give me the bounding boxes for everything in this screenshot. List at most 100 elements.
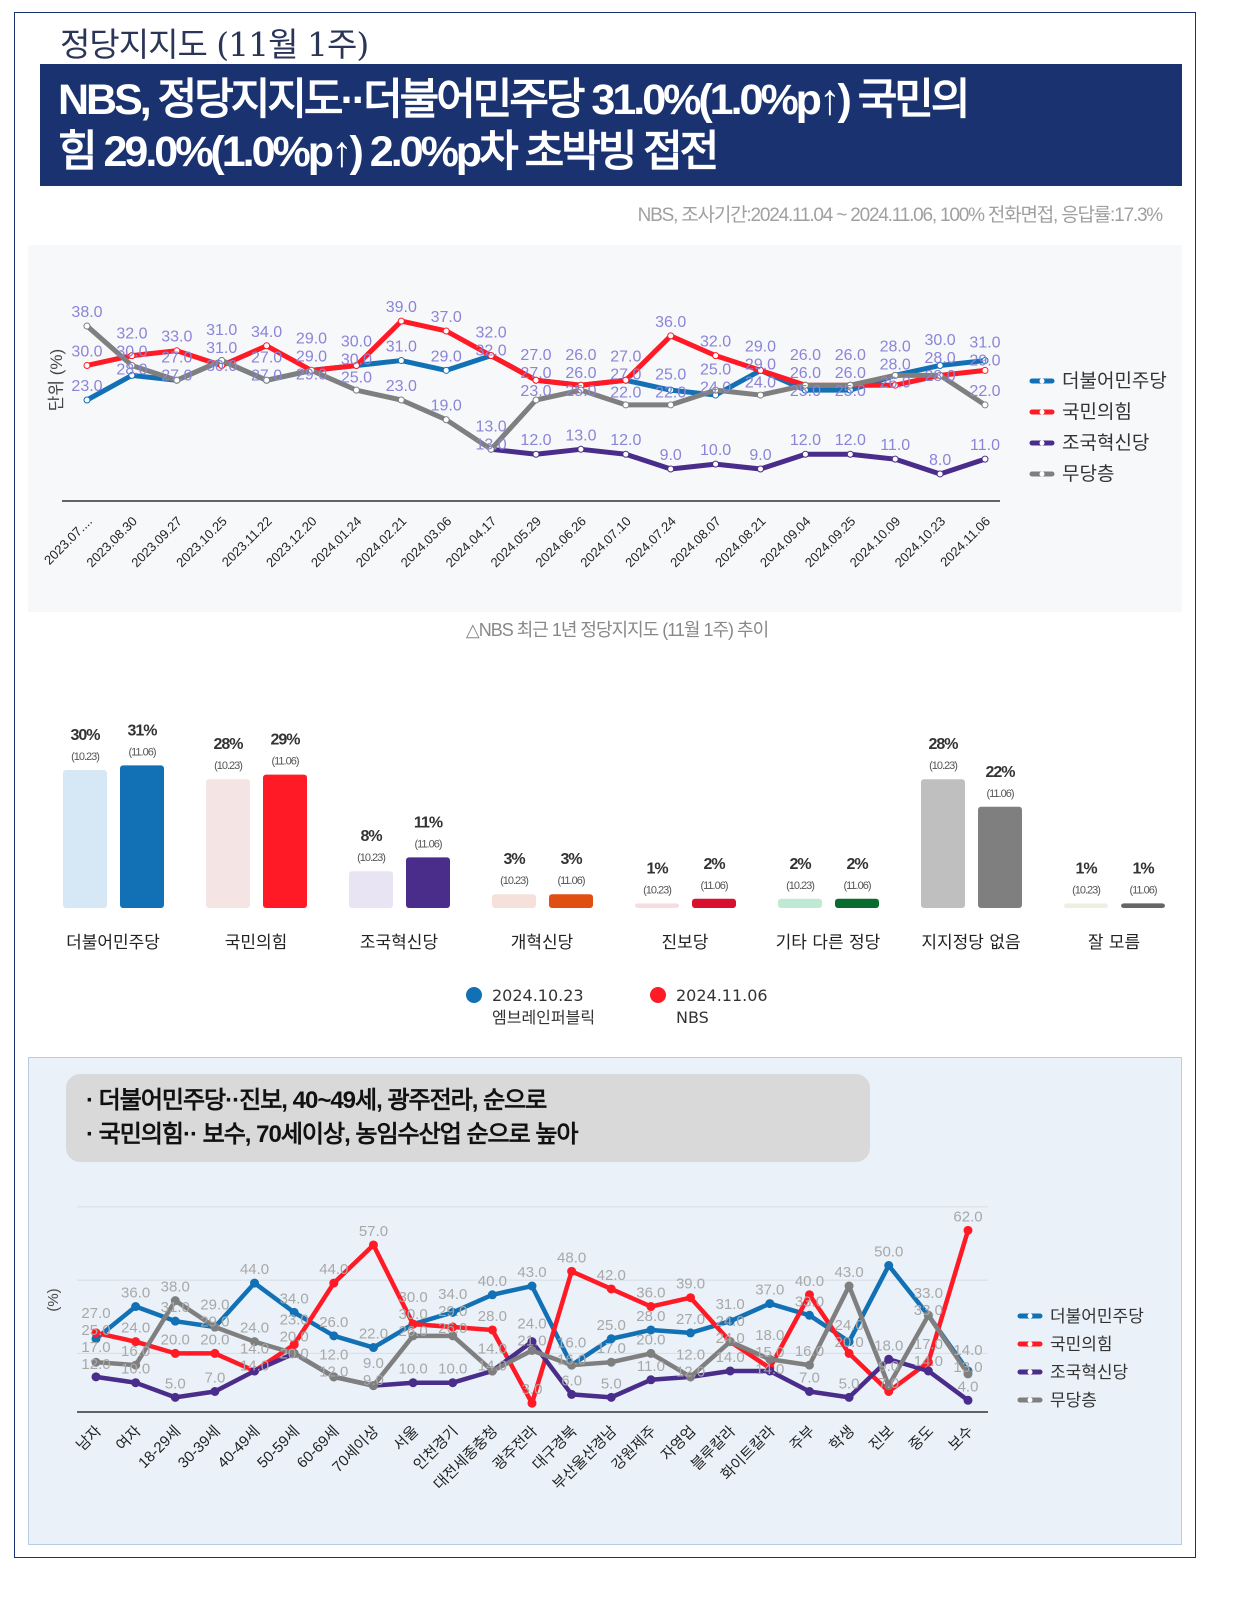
bar-legend-item-2: 2024.11.06 NBS xyxy=(650,985,768,1029)
data-point xyxy=(487,1290,497,1300)
data-point xyxy=(844,1337,854,1347)
data-point xyxy=(606,1357,616,1367)
data-label: 32.0 xyxy=(476,343,507,360)
data-point xyxy=(527,1281,537,1291)
legend-label: 국민의힘 xyxy=(1062,401,1132,423)
data-point xyxy=(606,1334,616,1344)
data-point xyxy=(91,1328,101,1338)
data-label: 13.0 xyxy=(476,418,507,435)
data-point xyxy=(667,401,675,409)
data-label: 33.0 xyxy=(914,1302,943,1319)
data-label: 26.0 xyxy=(790,365,821,382)
legend-marker-icon xyxy=(1039,378,1045,384)
data-label: 30.0 xyxy=(341,334,372,351)
data-label: 4.0 xyxy=(958,1378,979,1395)
data-point xyxy=(757,366,764,374)
headline-banner: NBS, 정당지지도··더불어민주당 31.0%(1.0%p↑) 국민의 힘 2… xyxy=(40,64,1182,186)
data-label: 38.0 xyxy=(71,304,102,321)
bar xyxy=(349,871,393,908)
data-point xyxy=(891,455,899,463)
data-label: 29.0 xyxy=(200,1297,229,1314)
data-label: 27.0 xyxy=(520,365,551,382)
data-point xyxy=(329,1372,339,1382)
data-label: 25.0 xyxy=(790,383,821,400)
data-point xyxy=(804,1290,814,1300)
data-label: 14.0 xyxy=(914,1353,943,1370)
data-point xyxy=(368,1240,378,1250)
data-point xyxy=(765,1299,775,1309)
data-label: 44.0 xyxy=(319,1261,348,1278)
data-point xyxy=(352,386,360,394)
data-label: 26.0 xyxy=(880,375,911,392)
bar xyxy=(549,894,593,908)
data-point xyxy=(567,1389,577,1399)
data-label: 36.0 xyxy=(655,314,686,331)
data-point xyxy=(606,1284,616,1294)
data-label: 27.0 xyxy=(610,349,641,366)
data-label: 33.0 xyxy=(795,1293,824,1310)
legend-marker-icon xyxy=(1039,471,1045,477)
category-label: 조국혁신당 xyxy=(360,933,439,953)
data-point xyxy=(532,396,540,404)
data-point xyxy=(170,1316,180,1326)
data-label: 29.0 xyxy=(438,1303,467,1320)
data-point xyxy=(487,1366,497,1376)
data-point xyxy=(801,450,809,458)
x-tick-label: 진보 xyxy=(866,1423,898,1455)
legend-marker-icon xyxy=(1027,1397,1033,1403)
bar xyxy=(120,765,164,908)
data-label: 43.0 xyxy=(834,1264,863,1281)
data-point xyxy=(170,1296,180,1306)
data-label: 31.0 xyxy=(386,339,417,356)
bar-date-label: (10.23) xyxy=(500,875,528,887)
data-label: 17.0 xyxy=(81,1339,110,1356)
data-point xyxy=(936,361,944,369)
data-point xyxy=(844,1281,854,1291)
data-point xyxy=(91,1357,101,1367)
bar xyxy=(263,774,307,908)
data-label: 25.0 xyxy=(597,1317,626,1334)
data-label: 14.0 xyxy=(755,1361,784,1378)
bar-value-label: 11% xyxy=(414,814,443,831)
legend-label: 조국혁신당 xyxy=(1050,1363,1129,1382)
data-point xyxy=(532,450,540,458)
legend-label: 조국혁신당 xyxy=(1062,432,1149,454)
data-label: 32.0 xyxy=(116,326,147,343)
data-point xyxy=(83,322,91,330)
data-label: 14.0 xyxy=(716,1349,745,1366)
data-label: 30.0 xyxy=(116,344,147,361)
bar xyxy=(206,779,250,908)
data-point xyxy=(667,386,675,394)
legend-label: 더불어민주당 xyxy=(1062,370,1167,392)
data-point xyxy=(963,1369,973,1379)
data-label: 43.0 xyxy=(517,1264,546,1281)
data-label: 19.0 xyxy=(431,398,462,415)
x-tick-label: 주부 xyxy=(787,1423,819,1455)
data-point xyxy=(667,332,675,340)
data-label: 26.0 xyxy=(835,347,866,364)
data-point xyxy=(646,1348,656,1358)
data-label: 28.0 xyxy=(116,362,147,379)
bar xyxy=(1064,903,1108,908)
data-label: 14.0 xyxy=(478,1358,507,1375)
data-point xyxy=(981,401,989,409)
data-point xyxy=(981,366,989,374)
data-label: 24.0 xyxy=(240,1320,269,1337)
data-label: 7.0 xyxy=(204,1370,225,1387)
data-label: 24.0 xyxy=(745,375,776,392)
data-point xyxy=(577,386,585,394)
data-point xyxy=(128,371,136,379)
data-point xyxy=(408,1378,418,1388)
data-label: 31.0 xyxy=(206,322,237,339)
data-label: 24.0 xyxy=(716,1313,745,1330)
data-label: 31.0 xyxy=(161,1299,190,1316)
data-point xyxy=(210,1348,220,1358)
data-label: 34.0 xyxy=(251,324,282,341)
data-label: 31.0 xyxy=(716,1296,745,1313)
category-label: 국민의힘 xyxy=(225,933,288,953)
data-label: 32.0 xyxy=(476,325,507,342)
bar-date-label: (11.06) xyxy=(128,746,155,758)
data-point xyxy=(448,1322,458,1332)
bar xyxy=(492,894,536,908)
data-point xyxy=(173,376,181,384)
